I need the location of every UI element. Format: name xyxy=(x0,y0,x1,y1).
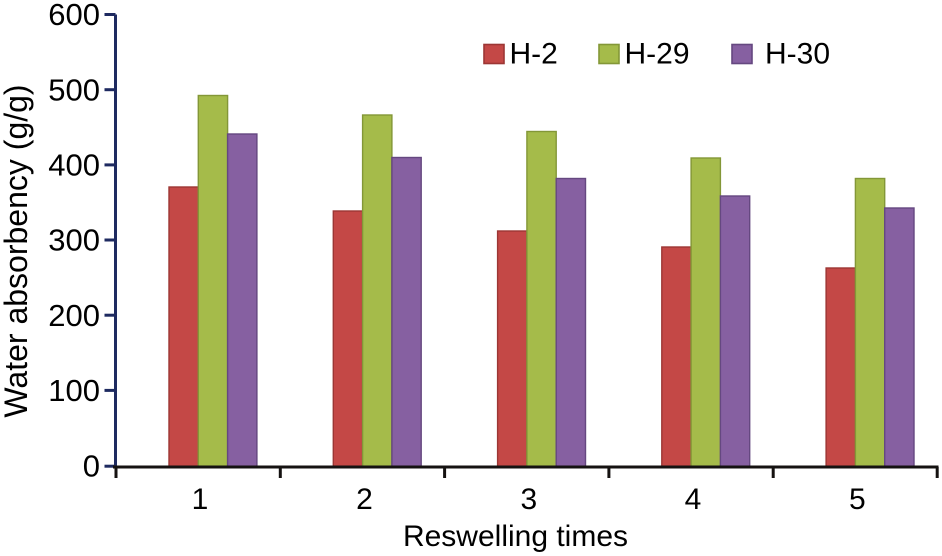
svg-text:600: 600 xyxy=(48,0,100,32)
svg-text:400: 400 xyxy=(48,148,100,183)
svg-text:H-30: H-30 xyxy=(765,38,830,71)
svg-text:1: 1 xyxy=(192,483,209,516)
svg-text:300: 300 xyxy=(48,223,100,258)
svg-text:Reswelling times: Reswelling times xyxy=(403,520,628,553)
svg-text:500: 500 xyxy=(48,72,100,107)
svg-text:3: 3 xyxy=(520,483,537,516)
svg-text:2: 2 xyxy=(356,483,373,516)
svg-text:200: 200 xyxy=(48,298,100,333)
svg-text:0: 0 xyxy=(83,449,100,484)
svg-text:Water absorbency (g/g): Water absorbency (g/g) xyxy=(0,84,34,417)
svg-text:5: 5 xyxy=(849,483,866,516)
svg-text:4: 4 xyxy=(685,483,702,516)
svg-text:H-29: H-29 xyxy=(625,38,690,71)
svg-text:100: 100 xyxy=(48,373,100,408)
svg-text:H-2: H-2 xyxy=(510,38,558,71)
